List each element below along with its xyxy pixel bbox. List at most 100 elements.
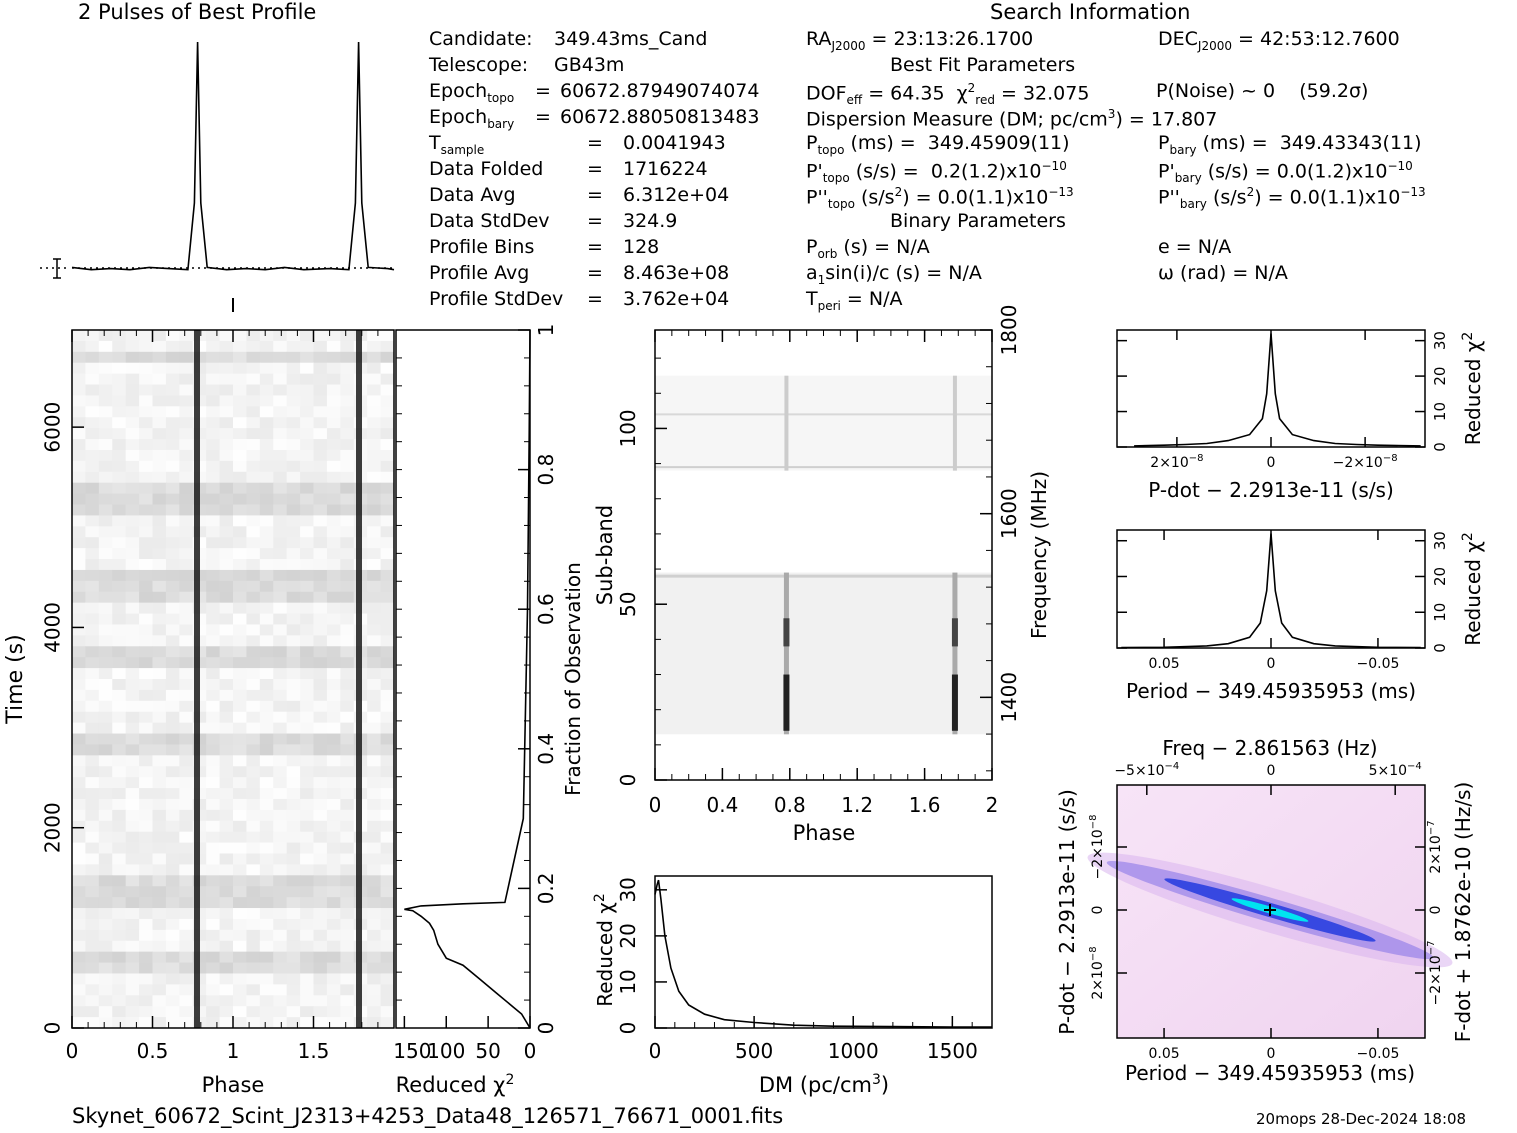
- time-phase-cell: [98, 373, 113, 386]
- time-phase-cell: [246, 744, 261, 756]
- time-phase-cell: [286, 362, 301, 375]
- info-equals: =: [587, 158, 603, 180]
- time-phase-cell: [152, 853, 167, 865]
- chi-time-xlabel: Reduced χ2: [396, 1072, 515, 1097]
- time-phase-cell: [152, 559, 167, 571]
- time-phase-cell: [367, 613, 382, 625]
- time-phase-cell: [85, 340, 100, 353]
- time-phase-cell: [85, 668, 100, 680]
- time-phase-cell: [152, 962, 167, 974]
- time-phase-cell: [125, 864, 140, 876]
- time-phase-cell: [152, 362, 167, 375]
- time-phase-cell: [219, 929, 234, 942]
- time-phase-cell: [72, 580, 86, 593]
- time-phase-cell: [367, 526, 382, 538]
- time-phase-cell: [152, 984, 167, 996]
- time-phase-cell: [85, 897, 100, 909]
- time-phase-cell: [326, 995, 341, 1007]
- p-topo-value: 349.45909(11): [927, 132, 1070, 154]
- time-phase-cell: [125, 962, 140, 974]
- time-phase-cell: [326, 602, 341, 615]
- time-phase-cell: [219, 624, 234, 636]
- time-phase-cell: [152, 526, 167, 538]
- info-value: 3.762e+04: [623, 288, 730, 310]
- time-phase-cell: [219, 569, 234, 582]
- time-phase-cell: [72, 722, 86, 735]
- time-phase-cell: [380, 646, 395, 658]
- time-phase-cell: [98, 1006, 113, 1018]
- subband-pulse-mid-2: [951, 618, 958, 647]
- time-phase-cell: [179, 929, 194, 942]
- time-phase-cell: [165, 733, 180, 745]
- time-phase-cell: [206, 908, 221, 920]
- ppdot-xlabel: Period − 349.45935953 (ms): [1125, 1061, 1415, 1085]
- time-phase-cell: [326, 460, 341, 473]
- time-phase-cell: [246, 580, 261, 593]
- time-phase-cell: [259, 766, 274, 778]
- time-phase-cell: [219, 984, 234, 996]
- time-phase-cell: [273, 820, 288, 833]
- time-phase-cell: [98, 526, 113, 538]
- time-phase-cell: [286, 853, 301, 865]
- time-phase-cell: [179, 624, 194, 636]
- time-phase-cell: [219, 777, 234, 789]
- time-phase-cell: [112, 733, 127, 745]
- time-phase-cell: [219, 995, 234, 1007]
- time-phase-cell: [98, 733, 113, 745]
- time-phase-cell: [165, 624, 180, 636]
- period-rtick-label: 30: [1431, 531, 1449, 550]
- time-phase-cell: [259, 548, 274, 560]
- time-phase-cell: [112, 777, 127, 789]
- time-phase-cell: [206, 449, 221, 462]
- time-phase-cell: [206, 613, 221, 625]
- pdot-rtick-label: 20: [1431, 367, 1449, 386]
- time-phase-cell: [313, 842, 328, 854]
- time-phase-xtick-label: 0: [66, 1039, 79, 1063]
- time-phase-cell: [340, 962, 355, 974]
- time-phase-cell: [72, 493, 86, 505]
- time-phase-cell: [233, 820, 247, 833]
- time-phase-cell: [286, 646, 301, 658]
- time-phase-cell: [206, 864, 221, 876]
- time-phase-cell: [179, 569, 194, 582]
- time-phase-cell: [206, 646, 221, 658]
- time-phase-cell: [233, 755, 247, 767]
- time-phase-cell: [152, 689, 167, 702]
- time-phase-cell: [233, 439, 247, 451]
- time-phase-cell: [300, 831, 314, 844]
- time-phase-cell: [206, 406, 221, 418]
- time-phase-cell: [367, 809, 382, 822]
- time-phase-cell: [300, 668, 314, 680]
- time-phase-cell: [367, 951, 382, 964]
- noise-line: P(Noise) ~ 0 (59.2σ): [1156, 82, 1368, 101]
- time-phase-cell: [72, 886, 86, 898]
- ppdot-ytick-label: −2×10−8: [1088, 815, 1106, 880]
- time-phase-cell: [259, 1006, 274, 1018]
- time-phase-cell: [246, 940, 261, 953]
- time-phase-cell: [246, 493, 261, 505]
- time-phase-cell: [273, 657, 288, 669]
- time-phase-cell: [300, 875, 314, 887]
- time-phase-cell: [125, 886, 140, 898]
- time-phase-cell: [206, 515, 221, 527]
- time-phase-cell: [233, 973, 247, 985]
- time-phase-cell: [219, 504, 234, 516]
- time-phase-cell: [313, 602, 328, 615]
- time-phase-cell: [165, 820, 180, 833]
- time-phase-cell: [259, 373, 274, 386]
- time-phase-cell: [206, 962, 221, 974]
- time-phase-cell: [152, 646, 167, 658]
- info-label: Profile Bins: [429, 236, 535, 258]
- time-phase-cell: [72, 1006, 86, 1018]
- time-phase-cell: [233, 559, 247, 571]
- time-phase-cell: [206, 809, 221, 822]
- time-phase-cell: [179, 809, 194, 822]
- time-phase-cell: [380, 864, 395, 876]
- time-phase-cell: [259, 504, 274, 516]
- time-phase-cell: [300, 330, 314, 342]
- time-phase-cell: [165, 973, 180, 985]
- time-phase-cell: [286, 679, 301, 691]
- time-phase-cell: [112, 537, 127, 549]
- time-phase-cell: [273, 788, 288, 800]
- time-phase-cell: [72, 864, 86, 876]
